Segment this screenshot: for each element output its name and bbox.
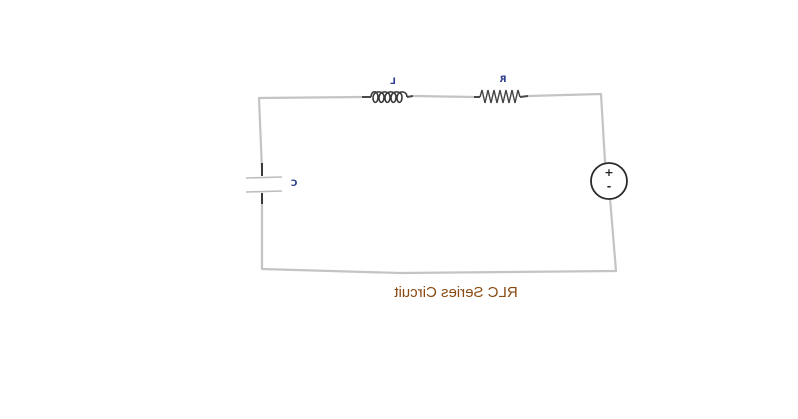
wire-bottom [260,198,618,275]
resistor [474,89,529,104]
source-minus-sign: - [607,180,612,193]
resistor-label: R [499,75,506,85]
wire-top-middle [411,94,476,99]
wire-top-right [526,92,607,164]
inductor-label: L [390,77,396,87]
voltage-source: + - [590,162,628,200]
capacitor-label: C [290,179,297,189]
wire-right [608,196,618,273]
wire-top-left [257,95,364,172]
inductor [362,90,414,104]
source-plus-sign: + [604,166,613,179]
diagram-caption: RLC Series Circuit [393,284,517,301]
capacitor [245,163,283,204]
